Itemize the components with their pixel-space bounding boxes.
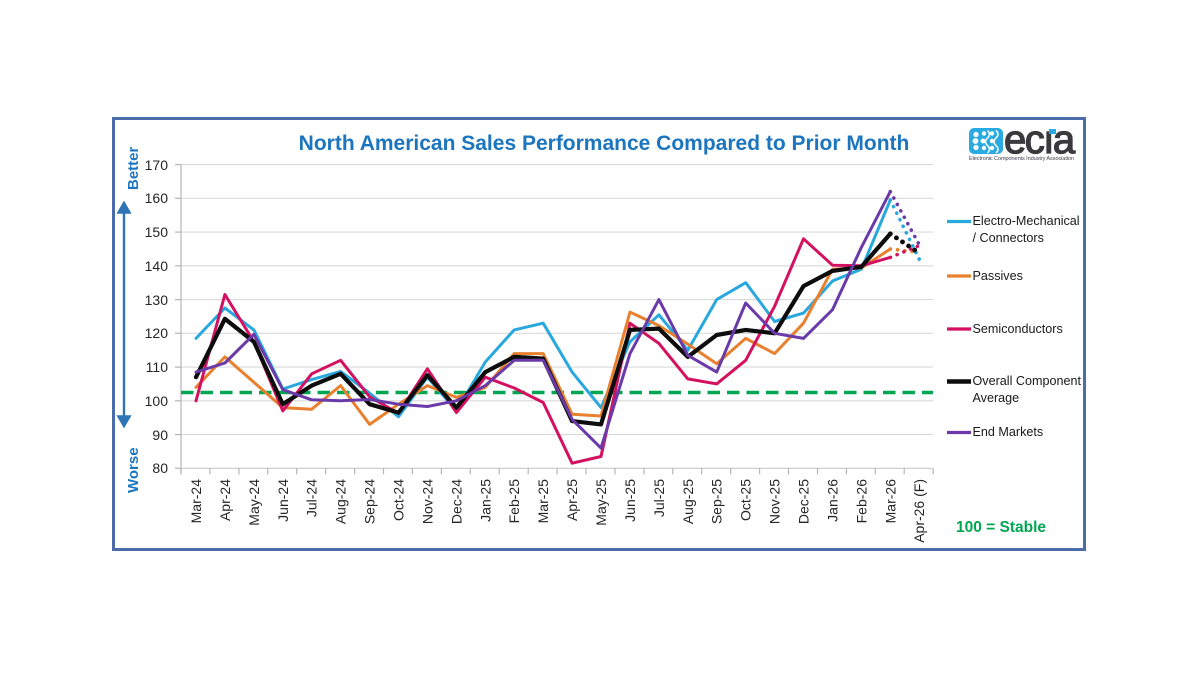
svg-text:Apr-26 (F): Apr-26 (F) (911, 479, 927, 543)
svg-text:Sep-25: Sep-25 (709, 479, 725, 524)
svg-text:May-25: May-25 (593, 479, 609, 526)
svg-text:Jan-25: Jan-25 (477, 479, 493, 522)
svg-text:Worse: Worse (125, 447, 142, 493)
svg-text:Nov-24: Nov-24 (419, 479, 435, 524)
svg-text:Sep-24: Sep-24 (362, 479, 378, 524)
svg-text:Jun-24: Jun-24 (275, 479, 291, 522)
svg-text:Apr-24: Apr-24 (217, 479, 233, 521)
svg-text:Oct-24: Oct-24 (391, 479, 407, 521)
svg-text:Feb-25: Feb-25 (506, 479, 522, 524)
svg-text:Jun-25: Jun-25 (622, 479, 638, 522)
svg-text:Apr-25: Apr-25 (564, 479, 580, 521)
svg-text:Aug-24: Aug-24 (333, 479, 349, 524)
svg-text:Mar-24: Mar-24 (188, 479, 204, 524)
svg-text:Dec-25: Dec-25 (796, 479, 812, 524)
svg-text:Oct-25: Oct-25 (738, 479, 754, 521)
svg-text:Feb-26: Feb-26 (853, 479, 869, 524)
svg-text:Mar-25: Mar-25 (535, 479, 551, 524)
svg-text:Jan-26: Jan-26 (825, 479, 841, 522)
svg-text:Better: Better (125, 146, 142, 190)
svg-text:Aug-25: Aug-25 (680, 479, 696, 524)
svg-text:Mar-26: Mar-26 (882, 479, 898, 524)
svg-text:Jul-24: Jul-24 (304, 479, 320, 517)
svg-text:Nov-25: Nov-25 (767, 479, 783, 524)
svg-text:May-24: May-24 (246, 479, 262, 526)
svg-text:Jul-25: Jul-25 (651, 479, 667, 517)
svg-text:Dec-24: Dec-24 (448, 479, 464, 524)
